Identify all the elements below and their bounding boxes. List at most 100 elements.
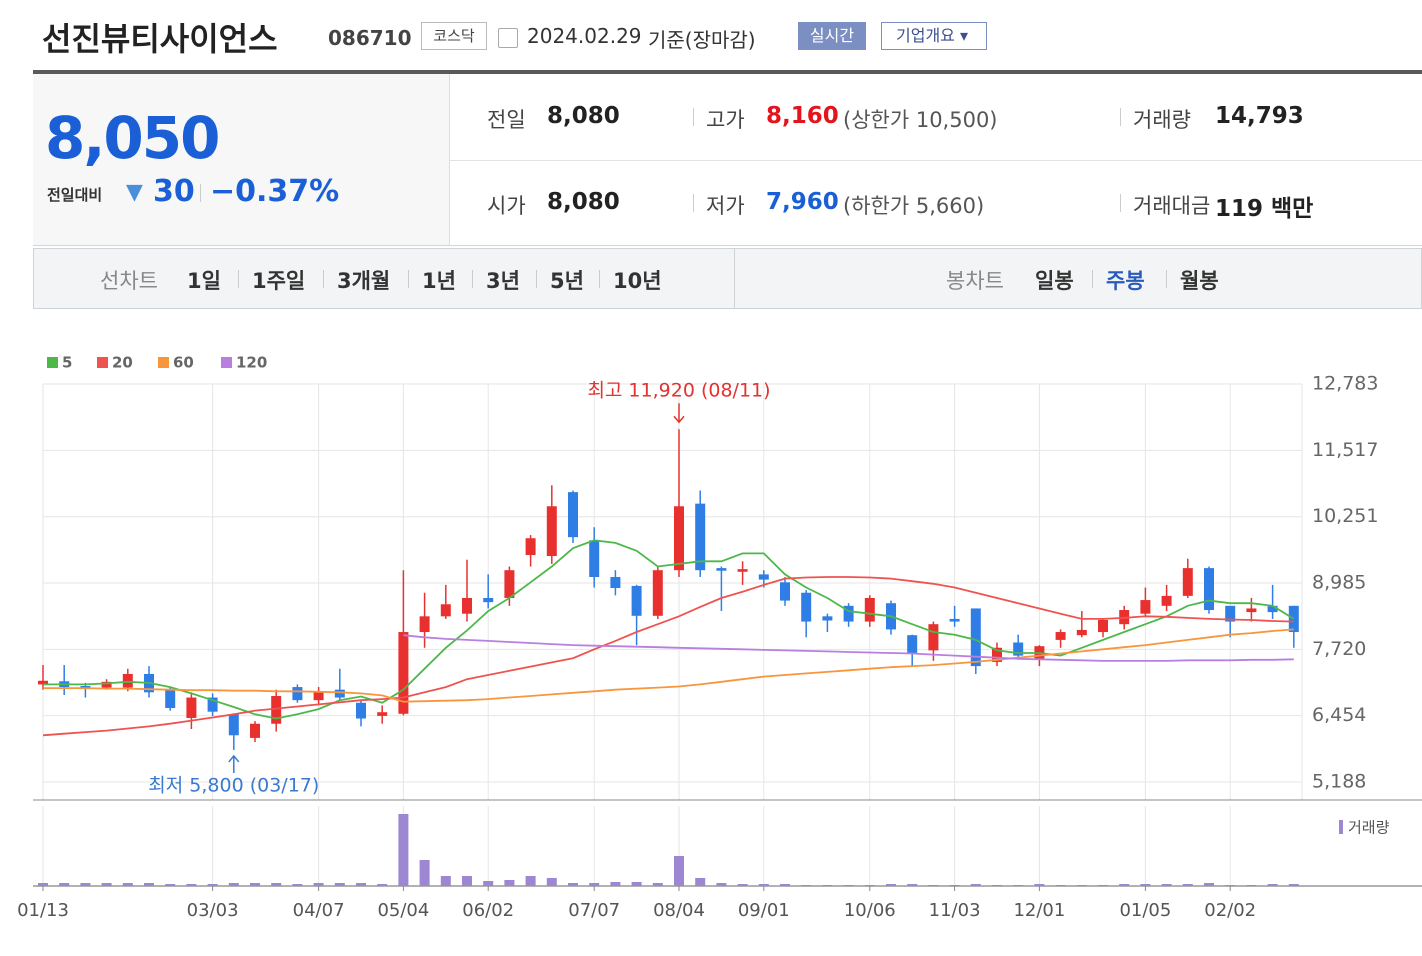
overview-button[interactable]: 기업개요 ▾ xyxy=(881,22,987,50)
candle-body xyxy=(589,540,600,578)
candle-body xyxy=(970,608,981,667)
line-tab[interactable]: 3개월 xyxy=(337,269,391,293)
candle-body xyxy=(695,503,706,571)
divider xyxy=(693,108,694,126)
volume-bar xyxy=(758,884,769,886)
x-tick-label: 04/07 xyxy=(293,900,345,921)
volume-bar xyxy=(101,883,112,886)
ma-line xyxy=(403,634,1294,662)
line-tab[interactable]: 1년 xyxy=(422,269,456,293)
change-label: 전일대비 xyxy=(47,186,103,204)
volume-bar xyxy=(59,883,70,886)
volume-bar xyxy=(462,876,472,886)
change-pct: −0.37% xyxy=(210,174,340,209)
date: 2024.02.29 xyxy=(527,24,642,48)
volume-bar xyxy=(780,884,790,886)
realtime-button[interactable]: 실시간 xyxy=(798,22,866,50)
candle-body xyxy=(992,647,1002,662)
candle-body xyxy=(419,616,430,633)
volume-bar xyxy=(1055,885,1066,886)
legend-label: 5 xyxy=(62,354,72,372)
candle-body xyxy=(38,680,48,685)
candle-tab[interactable]: 주봉 xyxy=(1106,269,1145,293)
volume-bar xyxy=(377,884,388,886)
candle-body xyxy=(377,712,388,716)
line-tab[interactable]: 1일 xyxy=(187,269,221,293)
legend-swatch xyxy=(97,357,108,368)
x-tick-label: 10/06 xyxy=(844,900,896,921)
volume-bar xyxy=(356,883,366,886)
volume-bar xyxy=(483,881,494,886)
x-tick-label: 09/01 xyxy=(738,900,790,921)
candle-body xyxy=(504,570,515,598)
line-tab[interactable]: 1주일 xyxy=(252,269,306,293)
candle-body xyxy=(631,585,642,616)
overview-text: 기업개요 xyxy=(896,26,955,45)
legend-swatch xyxy=(1339,820,1343,834)
divider xyxy=(536,270,537,288)
volume-bar xyxy=(271,883,282,886)
quote-label: 시가 xyxy=(487,194,526,218)
x-tick-label: 11/03 xyxy=(929,900,981,921)
candle-body xyxy=(674,506,684,571)
x-tick-label: 07/07 xyxy=(568,900,620,921)
candle-body xyxy=(1076,629,1087,636)
candle-body xyxy=(1267,605,1278,613)
volume-bar xyxy=(568,883,578,886)
volume-bar xyxy=(144,883,154,886)
quote-note: (하한가 5,660) xyxy=(843,194,985,218)
x-tick-label: 01/05 xyxy=(1119,900,1171,921)
candle-tab[interactable]: 일봉 xyxy=(1035,269,1074,293)
candle-body xyxy=(546,506,557,557)
row-divider xyxy=(450,160,1422,161)
candle-tab[interactable]: 월봉 xyxy=(1180,269,1219,293)
volume-bar xyxy=(546,878,557,886)
stock-name: 선진뷰티사이언스 xyxy=(42,20,278,58)
quote-label: 고가 xyxy=(706,108,745,132)
candle-body xyxy=(801,592,812,622)
candle-body xyxy=(1098,619,1108,633)
candle-body xyxy=(1246,608,1257,613)
volume-bar xyxy=(674,856,684,886)
divider xyxy=(693,194,694,212)
line-tab[interactable]: 3년 xyxy=(486,269,520,293)
volume-bar xyxy=(504,880,515,886)
candle-body xyxy=(440,604,451,617)
volume-bar xyxy=(334,883,345,886)
volume-bar xyxy=(80,883,91,886)
volume-bar xyxy=(186,884,197,886)
price: 8,050 xyxy=(45,104,220,172)
candle-body xyxy=(1161,595,1172,606)
x-tick-label: 08/04 xyxy=(653,900,705,921)
candle-chart-label: 봉차트 xyxy=(946,269,1004,293)
line-tab[interactable]: 5년 xyxy=(550,269,584,293)
ma-line xyxy=(43,539,1295,720)
down-icon: ▼ xyxy=(126,180,143,205)
candle-body xyxy=(822,616,833,621)
quote-value: 7,960 xyxy=(766,189,839,215)
volume-bar xyxy=(652,883,663,886)
candle-body xyxy=(292,687,303,701)
divider xyxy=(200,184,201,202)
divider xyxy=(323,270,324,288)
annotation-arrow xyxy=(228,754,240,773)
divider xyxy=(1166,270,1167,288)
x-tick-label: 05/04 xyxy=(377,900,429,921)
volume-bar xyxy=(165,884,176,886)
volume-bar xyxy=(949,885,960,886)
line-tab[interactable]: 10년 xyxy=(613,269,662,293)
y-tick-label: 11,517 xyxy=(1312,439,1378,461)
candle-body xyxy=(568,492,578,538)
candle-body xyxy=(864,597,875,622)
quote-value: 8,080 xyxy=(547,189,620,215)
candle-body xyxy=(207,697,218,712)
calendar-icon xyxy=(498,28,518,48)
candle-body xyxy=(334,689,345,698)
x-tick-label: 12/01 xyxy=(1013,900,1065,921)
legend-swatch xyxy=(158,357,169,368)
y-tick-label: 8,985 xyxy=(1312,572,1366,594)
candle-body xyxy=(1140,600,1151,614)
ma-line xyxy=(43,628,1294,703)
candle-body xyxy=(1288,605,1299,633)
volume-bar xyxy=(737,884,748,886)
